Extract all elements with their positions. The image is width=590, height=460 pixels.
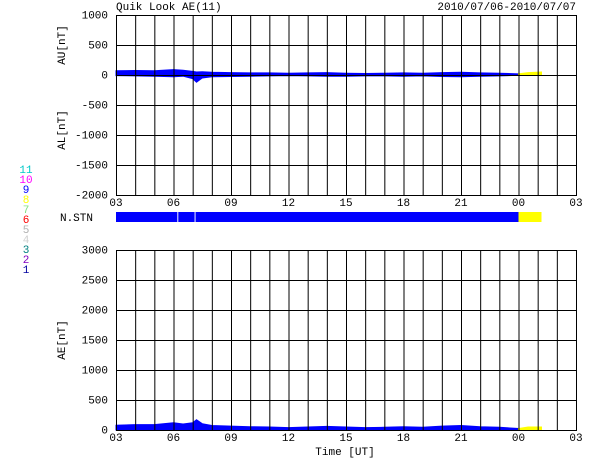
y-axis-title: AE[nT] <box>57 320 69 360</box>
y-tick-label: -1000 <box>75 130 108 142</box>
legend-entry: 9 <box>23 185 30 197</box>
y-tick-label: -2000 <box>75 190 108 202</box>
x-tick-label: 09 <box>224 433 237 445</box>
x-tick-label: 15 <box>339 198 352 210</box>
y-axis-title: AL[nT] <box>57 110 69 150</box>
period: 2010/07/06-2010/07/07 <box>437 2 576 14</box>
area <box>115 419 519 431</box>
legend-entry: 7 <box>23 205 30 217</box>
y-tick-label: 0 <box>101 70 108 82</box>
legend-entry: 3 <box>23 245 30 257</box>
x-tick-label: 06 <box>167 433 180 445</box>
y-tick-label: 500 <box>88 395 108 407</box>
y-tick-label: 3000 <box>82 245 108 257</box>
station-bar <box>116 212 178 222</box>
x-tick-label: 18 <box>397 433 410 445</box>
y-tick-label: 500 <box>88 40 108 52</box>
x-tick-label: 03 <box>569 198 582 210</box>
x-tick-label: 18 <box>397 198 410 210</box>
x-tick-label: 12 <box>282 433 295 445</box>
x-axis-title: Time [UT] <box>315 447 374 459</box>
y-axis-title: AU[nT] <box>57 25 69 65</box>
station-bar <box>518 212 542 222</box>
y-tick-label: 2000 <box>82 305 108 317</box>
title: Quik Look AE(11) <box>116 2 222 14</box>
x-tick-label: 09 <box>224 198 237 210</box>
legend-entry: 2 <box>23 255 30 267</box>
y-tick-label: -1500 <box>75 160 108 172</box>
stn-label: N.STN <box>60 213 93 225</box>
x-tick-label: 00 <box>512 433 525 445</box>
y-tick-label: 1000 <box>82 10 108 22</box>
y-tick-label: 1000 <box>82 365 108 377</box>
legend-entry: 5 <box>23 225 30 237</box>
x-tick-label: 03 <box>109 433 122 445</box>
x-tick-label: 00 <box>512 198 525 210</box>
area <box>115 69 519 76</box>
legend-entry: 10 <box>19 175 32 187</box>
legend-entry: 11 <box>19 165 33 177</box>
y-tick-label: 1500 <box>82 335 108 347</box>
legend-entry: 1 <box>23 265 30 277</box>
area <box>115 74 519 83</box>
x-tick-label: 03 <box>109 198 122 210</box>
legend-entry: 6 <box>23 215 30 227</box>
x-tick-label: 06 <box>167 198 180 210</box>
x-tick-label: 21 <box>454 433 468 445</box>
y-tick-label: 0 <box>101 425 108 437</box>
station-bar <box>195 212 519 222</box>
legend-entry: 8 <box>23 195 30 207</box>
x-tick-label: 15 <box>339 433 352 445</box>
x-tick-label: 21 <box>454 198 468 210</box>
legend-entry: 4 <box>23 235 30 247</box>
x-tick-label: 12 <box>282 198 295 210</box>
station-bar <box>178 212 195 222</box>
x-tick-label: 03 <box>569 433 582 445</box>
y-tick-label: 2500 <box>82 275 108 287</box>
y-tick-label: -500 <box>82 100 108 112</box>
